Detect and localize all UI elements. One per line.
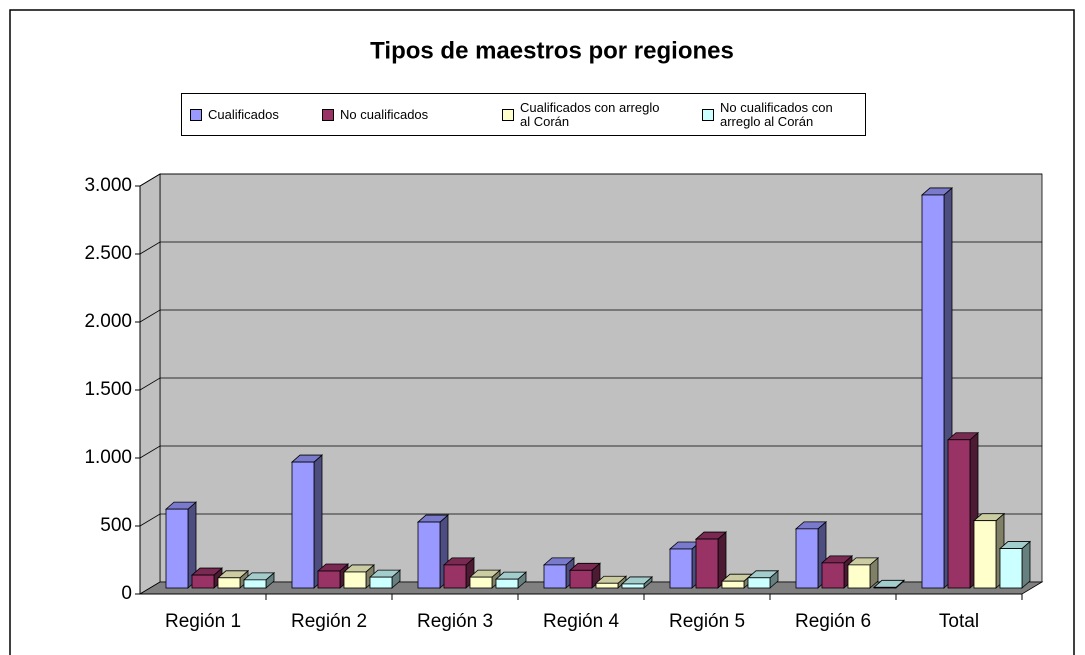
bar <box>494 571 528 589</box>
legend-label: Cualificados con arreglo al Corán <box>520 99 660 129</box>
legend-label: No cualificados con arreglo al Corán <box>720 99 833 129</box>
bar-front <box>343 571 367 589</box>
legend-label: Cualificados <box>208 106 279 122</box>
x-tick-label: Región 4 <box>543 611 619 632</box>
bar <box>594 575 628 589</box>
bar <box>164 501 198 589</box>
bar-front <box>217 577 241 589</box>
bar <box>568 562 602 589</box>
bar <box>242 571 276 589</box>
bar-front <box>469 576 493 589</box>
bar-front <box>595 582 619 589</box>
bar <box>542 556 576 589</box>
bar-front <box>947 439 971 589</box>
bar-front <box>165 508 189 589</box>
legend-label: No cualificados <box>340 106 429 122</box>
bar-front <box>821 562 845 589</box>
chart-title: Tipos de maestros por regiones <box>370 37 734 64</box>
grid-line <box>139 241 1042 255</box>
y-tick-label: 3.000 <box>84 175 132 196</box>
bar <box>746 569 780 589</box>
legend-item: Cualificados <box>190 94 279 135</box>
legend-swatch <box>322 108 334 121</box>
bar-front <box>569 569 593 589</box>
frame <box>9 9 1075 655</box>
bar-front <box>747 577 771 589</box>
x-tick-label: Región 6 <box>795 611 871 632</box>
bar-front <box>443 564 467 589</box>
legend-swatch <box>502 108 514 121</box>
bar <box>846 556 880 589</box>
bar <box>368 569 402 589</box>
y-tick-label: 1.500 <box>84 379 132 400</box>
bar-front <box>695 538 719 589</box>
bar-front <box>317 570 341 589</box>
bar-front <box>243 579 267 589</box>
bar-side <box>1021 540 1031 589</box>
bar-front <box>291 461 315 589</box>
grid-line <box>139 513 1042 527</box>
grid-line <box>139 309 1042 323</box>
x-tick-label: Región 3 <box>417 611 493 632</box>
bar <box>342 564 376 589</box>
y-tick-label: 2.000 <box>84 311 132 332</box>
bar-front <box>873 586 897 589</box>
bar <box>620 576 654 589</box>
bar <box>998 540 1032 589</box>
legend-item: No cualificados <box>322 94 428 135</box>
bar <box>468 569 502 589</box>
bar <box>794 520 828 589</box>
bar <box>946 431 980 589</box>
y-tick-label: 0 <box>121 583 132 604</box>
grid-line <box>139 377 1042 391</box>
bar <box>920 187 954 589</box>
bar <box>442 556 476 589</box>
y-tick-label: 1.000 <box>84 447 132 468</box>
legend-swatch <box>702 108 714 121</box>
bar-front <box>191 574 215 589</box>
bar-front <box>999 548 1023 589</box>
bar <box>820 554 854 589</box>
y-tick-label: 2.500 <box>84 243 132 264</box>
x-tick-label: Total <box>939 611 979 632</box>
grid-line <box>139 173 1042 187</box>
bar-front <box>921 194 945 589</box>
x-tick-label: Región 1 <box>165 611 241 632</box>
bar-front <box>369 576 393 589</box>
bar <box>972 512 1006 589</box>
bar-front <box>795 528 819 589</box>
x-tick-label: Región 5 <box>669 611 745 632</box>
bar-front <box>973 520 997 589</box>
bar-front <box>721 580 745 589</box>
bar-front <box>847 564 871 589</box>
bar <box>872 579 906 589</box>
grid-line <box>139 445 1042 459</box>
legend-item: No cualificados con arreglo al Corán <box>702 94 860 135</box>
legend-swatch <box>190 108 202 121</box>
x-tick-label: Región 2 <box>291 611 367 632</box>
bar-front <box>495 578 519 589</box>
bar <box>316 563 350 589</box>
bar <box>290 454 324 589</box>
bar-front <box>417 521 441 589</box>
bar-front <box>669 548 693 589</box>
bar <box>668 541 702 589</box>
bar-front <box>621 583 645 589</box>
y-tick-label: 500 <box>100 515 132 536</box>
bar <box>694 531 728 589</box>
bar <box>216 569 250 589</box>
legend-item: Cualificados con arreglo al Corán <box>502 94 660 135</box>
bar-front <box>543 564 567 589</box>
bar <box>416 514 450 589</box>
legend: Cualificados No cualificados Cualificados … <box>181 93 866 136</box>
